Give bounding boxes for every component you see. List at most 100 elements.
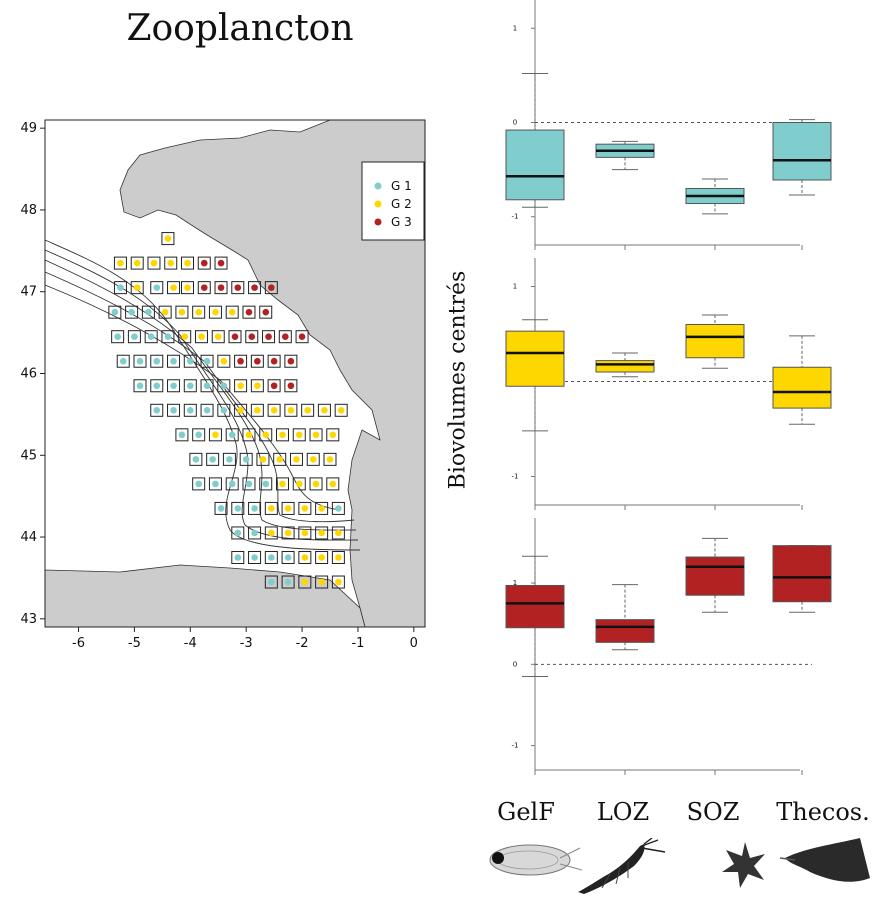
station-square [259, 428, 273, 442]
station-point [195, 431, 202, 439]
station-point [192, 456, 200, 463]
station-square [281, 501, 295, 515]
station-point [212, 308, 219, 316]
legend-dot-g1 [374, 182, 382, 190]
station-square [197, 281, 211, 295]
map-x-tick-label: -3 [240, 636, 253, 651]
station-point [262, 308, 270, 316]
station-square [273, 452, 287, 466]
station-square [167, 403, 181, 417]
map-y-tick-label: 48 [20, 203, 37, 218]
station-square [315, 526, 329, 540]
station-square [259, 305, 273, 319]
station-square [298, 575, 312, 589]
station-point [301, 529, 309, 537]
station-square [334, 403, 348, 417]
station-square [192, 477, 206, 491]
station-square [248, 281, 262, 295]
station-square [167, 379, 181, 393]
station-square [259, 477, 273, 491]
station-point [295, 480, 303, 488]
legend-dot-g3 [374, 218, 382, 226]
station-square [250, 403, 264, 417]
station-square [289, 452, 303, 466]
station-square [292, 428, 306, 442]
station-square [245, 330, 259, 344]
station-point [220, 406, 228, 414]
legend-label-g1: G 1 [391, 179, 412, 193]
map-x-tick-label: 0 [410, 636, 418, 651]
station-square [234, 403, 248, 417]
station-point [279, 431, 286, 439]
station-point [117, 259, 124, 267]
station-map: -6 -5 -4 -3 -2 -1 0 43 44 45 46 47 48 49 G 1 G 2 G 3 [20, 119, 426, 651]
station-square [167, 281, 181, 295]
station-square [284, 379, 298, 393]
station-square [315, 501, 329, 515]
station-point [195, 480, 202, 488]
station-square [127, 330, 141, 344]
station-square [192, 428, 206, 442]
station-square [192, 305, 206, 319]
station-square [231, 281, 245, 295]
station-square [264, 501, 278, 515]
station-point [251, 284, 258, 291]
station-square [164, 256, 178, 270]
station-point [170, 406, 177, 414]
category-labels: GelF LOZ SOZ Thecos. [470, 798, 874, 838]
station-square [264, 575, 278, 589]
station-point [186, 406, 194, 414]
station-point [114, 333, 121, 341]
map-axes: -6 -5 -4 -3 -2 -1 0 43 44 45 46 47 48 49 [20, 121, 418, 651]
station-point [145, 308, 152, 316]
box-iqr [772, 122, 832, 181]
station-point [164, 235, 172, 242]
station-point [237, 382, 244, 390]
station-square [130, 256, 144, 270]
station-square [189, 452, 203, 466]
station-square [298, 526, 312, 540]
station-point [203, 382, 211, 390]
station-point [284, 578, 292, 586]
loz-organism-image [578, 838, 666, 894]
station-square [248, 550, 262, 564]
station-point [293, 456, 300, 463]
box-iqr [505, 330, 565, 387]
station-point [153, 357, 161, 365]
map-legend: G 1 G 2 G 3 [361, 161, 425, 241]
box-iqr [595, 619, 655, 643]
station-point [220, 357, 228, 365]
category-label-soz: SOZ [686, 798, 740, 826]
station-square [250, 379, 264, 393]
station-square [183, 379, 197, 393]
station-square [161, 232, 175, 246]
station-square [194, 330, 208, 344]
station-point [234, 284, 242, 291]
station-point [228, 308, 236, 316]
panel-y-tick-label: -1 [512, 473, 519, 481]
station-point [262, 480, 270, 488]
station-point [167, 259, 175, 267]
station-point [321, 406, 328, 414]
station-point [170, 284, 177, 291]
station-point [136, 382, 144, 390]
station-square [231, 526, 245, 540]
station-square [250, 354, 264, 368]
station-square [295, 330, 309, 344]
station-point [217, 505, 225, 512]
station-square [175, 428, 189, 442]
station-layer [108, 232, 348, 589]
station-point [301, 505, 309, 512]
map-x-tick-label: -6 [72, 636, 85, 651]
map-x-tick-label: -1 [351, 636, 364, 651]
station-point [312, 431, 320, 439]
station-point [270, 382, 278, 390]
station-point [248, 333, 256, 341]
station-point [251, 529, 258, 537]
station-point [270, 357, 278, 365]
station-point [335, 554, 342, 561]
station-point [281, 333, 289, 341]
station-point [284, 505, 292, 512]
station-point [133, 259, 141, 267]
station-square [167, 354, 181, 368]
